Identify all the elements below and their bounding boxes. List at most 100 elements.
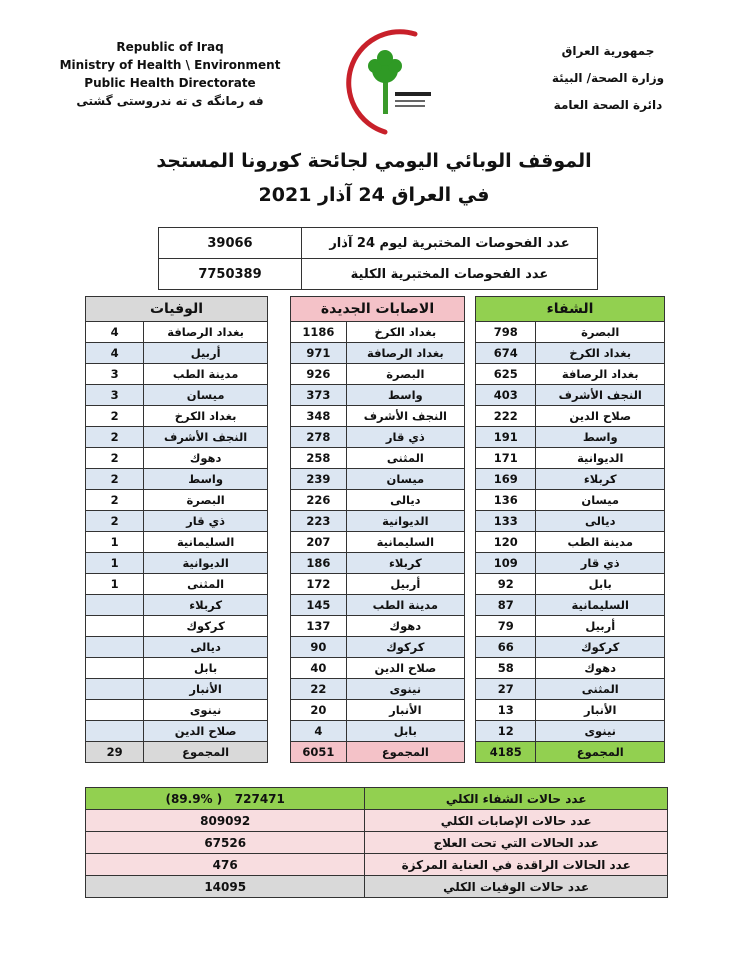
region-name: بغداد الكرخ [535,342,665,364]
summary-value: 67526 [84,831,366,854]
region-name: بغداد الرصافة [535,363,665,385]
region-name: كربلاء [345,552,466,574]
table-row: كركوك [84,615,268,637]
region-value: 4 [84,342,145,364]
region-value: 403 [474,384,537,406]
total-value: 4185 [474,741,537,763]
region-value: 171 [474,447,537,469]
header-line: Ministry of Health \ Environment [59,58,281,72]
region-name: البصرة [345,363,466,385]
region-name: كربلاء [535,468,665,490]
region-value: 2 [84,468,145,490]
region-value: 226 [290,489,347,511]
header-line: Public Health Directorate [84,76,256,90]
table-row: كركوك 90 [290,636,466,658]
table-row: ميسان 136 [474,489,665,511]
summary-value: (89.9% ) 727471 [84,787,366,810]
region-value: 136 [474,489,537,511]
table-row: المثنى 258 [290,447,466,469]
region-value: 1 [84,552,145,574]
region-name: ذي قار [345,426,466,448]
tests-row: عدد الفحوصات المختبرية الكلية 7750389 [158,258,598,290]
region-name: السليمانية [143,531,268,553]
tests-label: عدد الفحوصات المختبرية ليوم 24 آذار [301,227,598,259]
region-value: 109 [474,552,537,574]
total-value: 6051 [290,741,347,763]
total-label: المجموع [143,741,268,763]
table-row: كركوك 66 [474,636,665,658]
region-name: كركوك [345,636,466,658]
table-row: بغداد الكرخ 1186 [290,321,466,343]
region-value: 1186 [290,321,347,343]
summary-label: عدد حالات الإصابات الكلي [364,809,668,832]
table-row: السليمانية 207 [290,531,466,553]
region-value: 348 [290,405,347,427]
table-row: السليمانية 1 [84,531,268,553]
region-name: بغداد الرصافة [143,321,268,343]
cases-table: الاصابات الجديدة بغداد الكرخ 1186 بغداد الر… [290,296,466,763]
table-row: دهوك 137 [290,615,466,637]
summary-row: عدد حالات الشفاء الكلي (89.9% ) 727471 [84,787,668,810]
table-row: بغداد الكرخ 2 [84,405,268,427]
region-value: 674 [474,342,537,364]
region-value: 66 [474,636,537,658]
cases-header-row: الاصابات الجديدة [290,296,465,322]
region-value: 20 [290,699,347,721]
table-row: نينوى 12 [474,720,665,742]
summary-row: عدد حالات الإصابات الكلي 809092 [84,809,668,832]
table-row: واسط 191 [474,426,665,448]
region-value: 625 [474,363,537,385]
cases-title: الاصابات الجديدة [290,296,465,322]
summary-label: عدد حالات الوفيات الكلي [364,875,668,898]
region-value: 2 [84,447,145,469]
region-value [84,636,145,658]
region-name: مدينة الطب [345,594,466,616]
region-value: 172 [290,573,347,595]
region-name: ميسان [345,468,466,490]
header-line: دائرة الصحة العامة [553,98,663,112]
table-row: صلاح الدين [84,720,268,742]
table-row: مدينة الطب 120 [474,531,665,553]
region-name: صلاح الدين [143,720,268,742]
region-name: البصرة [143,489,268,511]
region-name: واسط [143,468,268,490]
table-row: ذي قار 2 [84,510,268,532]
region-value: 1 [84,531,145,553]
deaths-total-row: المجموع 29 [84,741,268,763]
region-name: نينوى [535,720,665,742]
region-value: 4 [290,720,347,742]
region-name: كربلاء [143,594,268,616]
table-row: أربيل 79 [474,615,665,637]
summary-row: عدد حالات الوفيات الكلي 14095 [84,875,668,898]
table-row: ديالى 133 [474,510,665,532]
region-value: 3 [84,363,145,385]
table-row: ميسان 3 [84,384,268,406]
region-name: أربيل [345,573,466,595]
deaths-header-row: الوفيات [85,296,268,322]
region-name: دهوك [535,657,665,679]
region-name: بغداد الكرخ [143,405,268,427]
cases-total-row: المجموع 6051 [290,741,466,763]
table-row: النجف الأشرف 348 [290,405,466,427]
table-row: مدينة الطب 3 [84,363,268,385]
region-name: المثنى [143,573,268,595]
table-row: المثنى 27 [474,678,665,700]
region-value: 79 [474,615,537,637]
table-row: البصرة 2 [84,489,268,511]
region-value: 926 [290,363,347,385]
region-value [84,615,145,637]
table-row: الأنبار 13 [474,699,665,721]
region-name: ميسان [535,489,665,511]
table-row: نينوى 22 [290,678,466,700]
table-row: النجف الأشرف 403 [474,384,665,406]
table-row: ذي قار 278 [290,426,466,448]
region-value: 373 [290,384,347,406]
region-name: كركوك [143,615,268,637]
summary-row: عدد الحالات التي تحت العلاج 67526 [84,831,668,854]
region-value: 223 [290,510,347,532]
region-name: واسط [535,426,665,448]
region-value: 90 [290,636,347,658]
summary-value: 809092 [84,809,366,832]
table-row: صلاح الدين 222 [474,405,665,427]
region-name: واسط [345,384,466,406]
